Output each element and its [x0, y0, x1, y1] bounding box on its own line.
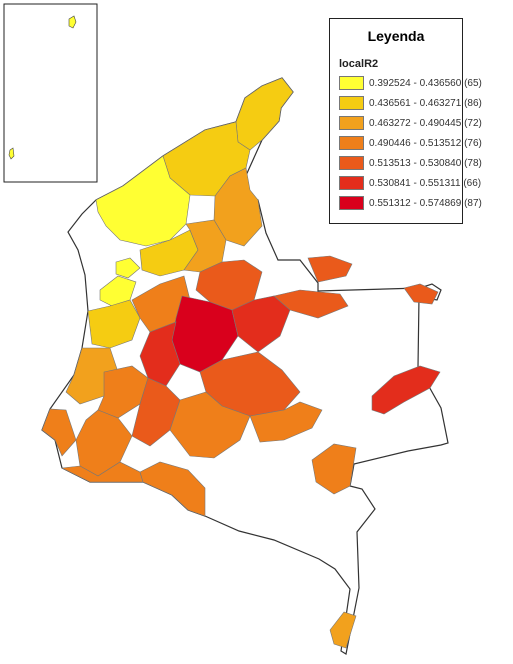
legend-label: 0.392524 - 0.436560 (65) [369, 77, 482, 89]
legend-swatch [339, 76, 364, 90]
region-amazonas-tip [329, 611, 357, 649]
region-cordoba-sucre [95, 155, 191, 247]
legend-label: 0.436561 - 0.463271 (86) [369, 97, 482, 109]
region-arauca [273, 289, 349, 319]
legend-item: 0.490446 - 0.513512 (76) [339, 135, 482, 151]
region-vaupes [311, 443, 357, 495]
legend-item: 0.392524 - 0.436560 (65) [339, 75, 482, 91]
region-putumayo [139, 461, 206, 517]
legend-field-name: localR2 [339, 58, 379, 70]
region-vichada-north [403, 283, 439, 305]
inset-frame [3, 3, 98, 183]
legend-item: 0.530841 - 0.551311 (66) [339, 175, 481, 191]
legend-label: 0.551312 - 0.574869 (87) [369, 197, 482, 209]
region-pacific-coast [41, 408, 77, 457]
legend-label: 0.490446 - 0.513512 (76) [369, 137, 482, 149]
region-yellow-mid [115, 257, 141, 279]
region-valle [97, 365, 149, 419]
legend-swatch [339, 156, 364, 170]
map-legend: Leyenda localR2 0.392524 - 0.436560 (65)… [329, 18, 482, 224]
legend-item: 0.436561 - 0.463271 (86) [339, 95, 482, 111]
region-narino [60, 461, 144, 483]
legend-label: 0.530841 - 0.551311 (66) [369, 177, 482, 189]
legend-swatch [339, 136, 364, 150]
legend-swatch [339, 96, 364, 110]
region-antioquia-west [87, 299, 141, 349]
legend-swatch [339, 196, 364, 210]
legend-item: 0.551312 - 0.574869 (87) [339, 195, 482, 211]
legend-item: 0.463272 - 0.490445 (72) [339, 115, 482, 131]
legend-label: 0.513513 - 0.530840 (78) [369, 157, 482, 169]
region-huila [131, 377, 181, 447]
region-arauca-north [307, 255, 353, 283]
region-caqueta [169, 391, 251, 459]
legend-label: 0.463272 - 0.490445 (72) [369, 117, 482, 129]
region-tolima [139, 321, 181, 387]
region-guaviare [249, 401, 323, 443]
legend-title: Leyenda [367, 28, 425, 44]
san-andres-island [68, 15, 77, 29]
region-guainia [371, 365, 441, 415]
providencia-island [8, 147, 15, 160]
legend-swatch [339, 176, 364, 190]
legend-item: 0.513513 - 0.530840 (78) [339, 155, 482, 171]
region-guajira [235, 77, 294, 151]
legend-swatch [339, 116, 364, 130]
